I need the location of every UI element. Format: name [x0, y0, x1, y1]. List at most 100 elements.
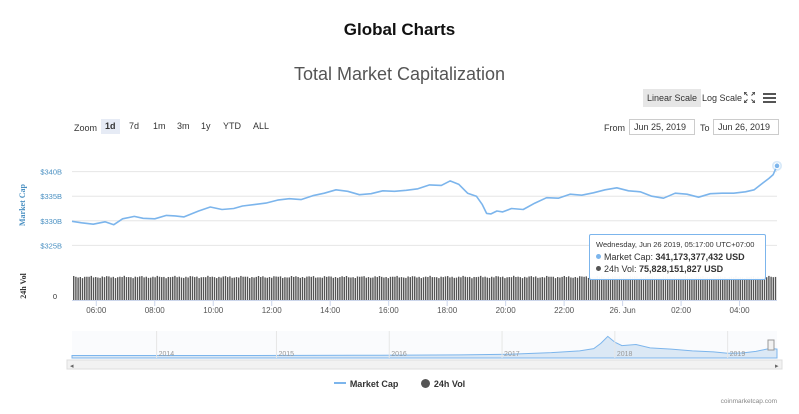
- x-tick-label: 22:00: [554, 306, 575, 315]
- volume-bar: [147, 277, 150, 300]
- zoom-button-1m[interactable]: 1m: [153, 121, 166, 131]
- volume-bar: [394, 276, 396, 300]
- volume-bar: [612, 276, 614, 300]
- volume-bar: [372, 277, 374, 300]
- volume-bar: [535, 276, 537, 300]
- volume-bar: [110, 277, 112, 300]
- scroll-right-icon: ▸: [775, 363, 779, 370]
- volume-bar: [218, 276, 220, 300]
- x-tick-label: 08:00: [145, 306, 166, 315]
- volume-bar: [568, 276, 570, 300]
- zoom-button-ytd[interactable]: YTD: [223, 121, 241, 131]
- volume-bar: [559, 277, 561, 300]
- volume-bar: [458, 276, 460, 300]
- volume-bar: [748, 277, 750, 300]
- volume-bar: [724, 276, 726, 300]
- linear-scale-button[interactable]: Linear Scale: [643, 89, 702, 107]
- volume-bar: [396, 275, 398, 300]
- volume-bar: [191, 276, 194, 300]
- volume-bar: [491, 276, 493, 300]
- volume-bar: [695, 276, 697, 300]
- tooltip-market-cap-value: 341,173,377,432 USD: [655, 252, 745, 262]
- volume-bar: [128, 277, 130, 300]
- volume-bar: [359, 276, 361, 300]
- volume-bar: [308, 276, 310, 300]
- volume-bar: [638, 277, 640, 300]
- volume-bar: [117, 277, 119, 300]
- volume-bar: [367, 277, 370, 300]
- from-date-input[interactable]: Jun 25, 2019: [629, 119, 695, 135]
- volume-bar: [506, 277, 508, 300]
- volume-circle-icon: [420, 379, 430, 388]
- volume-bar: [579, 276, 581, 300]
- volume-bar: [678, 277, 680, 300]
- x-tick-label: 02:00: [671, 306, 692, 315]
- volume-bar: [378, 276, 381, 300]
- volume-bar: [174, 275, 176, 300]
- menu-icon[interactable]: [763, 93, 776, 103]
- volume-bar: [708, 277, 711, 300]
- volume-bar: [141, 276, 143, 300]
- volume-bar: [381, 276, 383, 300]
- to-date-input[interactable]: Jun 26, 2019: [713, 119, 779, 135]
- volume-bar: [220, 277, 222, 300]
- volume-bar: [326, 276, 328, 300]
- volume-bar: [750, 276, 752, 300]
- tooltip-volume-row: 24h Vol: 75,828,151,827 USD: [596, 264, 723, 274]
- volume-bar: [519, 277, 521, 300]
- volume-bar: [158, 276, 161, 300]
- volume-bar: [466, 277, 469, 300]
- scroll-left-icon: ◂: [70, 363, 74, 370]
- zoom-button-1y[interactable]: 1y: [201, 121, 211, 131]
- volume-bar: [361, 276, 363, 300]
- credits[interactable]: coinmarketcap.com: [720, 398, 777, 405]
- zoom-button-1d[interactable]: 1d: [101, 119, 120, 134]
- volume-bar: [251, 277, 253, 300]
- volume-bar: [449, 277, 451, 300]
- zoom-button-all[interactable]: ALL: [253, 121, 270, 131]
- volume-bar: [198, 278, 200, 300]
- volume-bar: [189, 276, 191, 300]
- navigator-year-label: 2016: [391, 351, 407, 358]
- volume-bar: [414, 276, 416, 300]
- volume-bar: [178, 276, 180, 300]
- volume-bar: [471, 278, 473, 300]
- volume-bar: [436, 277, 438, 300]
- volume-bar: [660, 277, 662, 300]
- volume-bar: [772, 277, 774, 300]
- log-scale-button[interactable]: Log Scale: [702, 93, 743, 103]
- volume-bar: [499, 277, 502, 300]
- volume-bar: [521, 278, 524, 300]
- volume-bar: [282, 277, 284, 300]
- volume-bar: [246, 276, 249, 300]
- volume-bar: [301, 277, 304, 300]
- volume-bar: [279, 276, 282, 300]
- volume-bar: [552, 276, 554, 300]
- market-cap-series-line: [71, 165, 778, 226]
- navigator: 2014 2015 2016 2017 2018 2019 ◂ ▸: [66, 331, 783, 370]
- volume-bar: [268, 277, 271, 300]
- volume-bar: [161, 277, 163, 300]
- volume-bar: [726, 278, 728, 300]
- volume-bar: [563, 275, 565, 300]
- volume-bar: [570, 277, 572, 300]
- zoom-button-7d[interactable]: 7d: [129, 121, 140, 131]
- x-tick-label: 12:00: [262, 306, 283, 315]
- volume-bar: [706, 277, 708, 300]
- zoom-label: Zoom: [74, 123, 98, 133]
- volume-bar: [550, 276, 552, 300]
- volume-bar: [224, 276, 227, 300]
- zoom-button-3m[interactable]: 3m: [177, 121, 190, 131]
- volume-bar: [312, 276, 315, 300]
- legend-item-market-cap[interactable]: Market Cap: [333, 379, 398, 389]
- volume-bar: [125, 277, 128, 300]
- fullscreen-icon[interactable]: [744, 92, 755, 103]
- volume-bar: [700, 276, 702, 300]
- volume-bar: [238, 277, 240, 300]
- volume-bar: [649, 276, 651, 300]
- volume-bar: [684, 276, 686, 300]
- volume-bar: [524, 276, 526, 300]
- legend-item-volume[interactable]: 24h Vol: [420, 379, 465, 389]
- volume-bar: [106, 276, 108, 300]
